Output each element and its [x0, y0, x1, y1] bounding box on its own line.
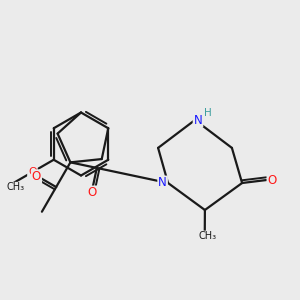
Text: O: O	[32, 170, 41, 183]
Text: N: N	[194, 113, 202, 127]
Text: O: O	[28, 167, 37, 177]
Text: H: H	[204, 107, 212, 118]
Text: O: O	[88, 187, 97, 200]
Text: CH₃: CH₃	[199, 231, 217, 241]
Text: O: O	[268, 173, 277, 187]
Text: N: N	[158, 176, 167, 190]
Text: CH₃: CH₃	[6, 182, 24, 192]
